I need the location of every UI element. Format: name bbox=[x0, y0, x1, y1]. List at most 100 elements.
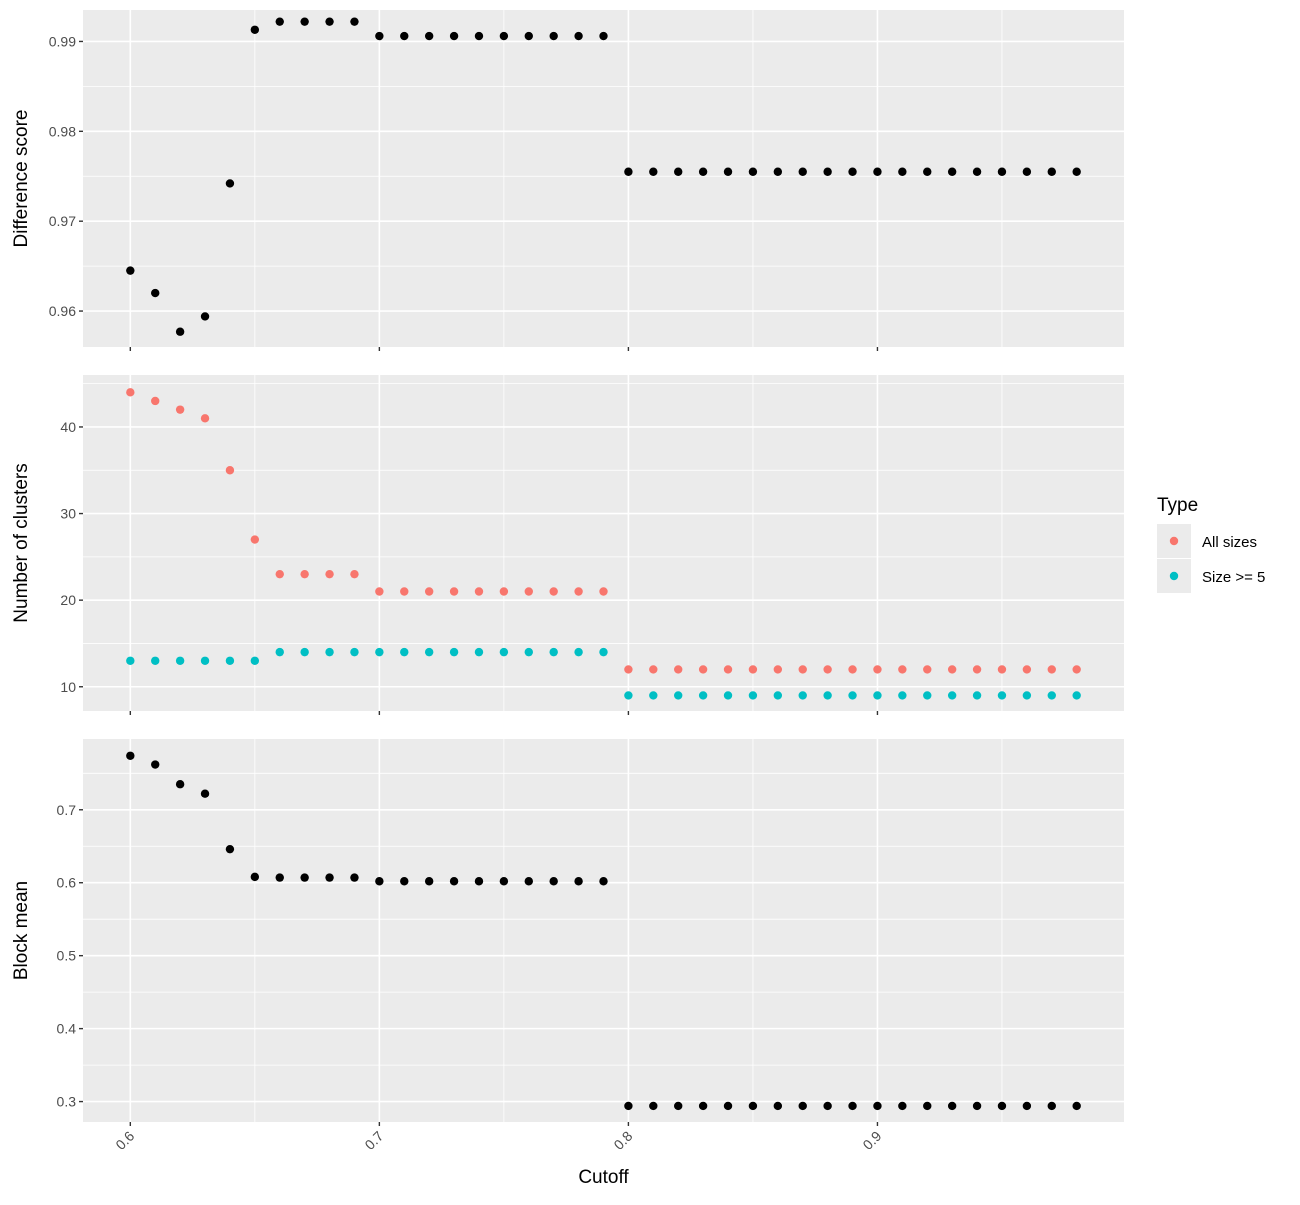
point-size-5 bbox=[599, 647, 608, 657]
y-tick-label: 0.96 bbox=[49, 303, 76, 319]
point-all-sizes bbox=[649, 665, 658, 674]
point-size-5 bbox=[424, 647, 434, 657]
point-all-sizes bbox=[574, 587, 583, 596]
point-size-5 bbox=[151, 656, 160, 665]
data-point bbox=[997, 1101, 1007, 1111]
data-point bbox=[997, 167, 1007, 176]
point-all-sizes bbox=[325, 569, 334, 579]
point-size-5 bbox=[474, 647, 484, 657]
data-point bbox=[848, 1101, 857, 1111]
point-all-sizes bbox=[698, 665, 708, 674]
data-point bbox=[773, 1101, 783, 1111]
data-point bbox=[151, 288, 160, 298]
point-size-5 bbox=[375, 647, 384, 657]
y-tick-label: 30 bbox=[60, 506, 76, 522]
data-point bbox=[624, 1101, 633, 1111]
data-point bbox=[748, 167, 758, 176]
point-all-sizes bbox=[474, 587, 484, 596]
point-all-sizes bbox=[350, 569, 359, 579]
point-size-5 bbox=[972, 691, 982, 700]
data-point bbox=[1072, 1101, 1081, 1111]
point-size-5 bbox=[997, 691, 1007, 700]
data-point bbox=[1022, 167, 1032, 176]
data-point bbox=[947, 1101, 957, 1111]
y-axis-title: Number of clusters bbox=[11, 463, 32, 622]
data-point bbox=[1022, 1101, 1032, 1111]
data-point bbox=[599, 31, 608, 41]
data-point bbox=[1047, 1101, 1056, 1111]
point-size-5 bbox=[449, 647, 459, 657]
data-point bbox=[175, 780, 185, 789]
y-tick-label: 0.97 bbox=[49, 213, 76, 229]
point-size-5 bbox=[275, 647, 284, 657]
legend-title: Type bbox=[1157, 495, 1198, 516]
data-point bbox=[200, 789, 210, 798]
point-size-5 bbox=[674, 691, 683, 700]
point-size-5 bbox=[549, 647, 558, 657]
data-point bbox=[400, 31, 409, 41]
y-tick-label: 0.4 bbox=[57, 1021, 77, 1037]
legend-label: All sizes bbox=[1202, 534, 1257, 551]
point-size-5 bbox=[649, 691, 658, 700]
point-all-sizes bbox=[1047, 665, 1056, 674]
data-point bbox=[723, 167, 733, 176]
data-point bbox=[250, 25, 260, 34]
data-point bbox=[524, 31, 533, 41]
legend: Type All sizes Size >= 5 bbox=[1157, 495, 1265, 593]
legend-marker bbox=[1169, 536, 1179, 546]
data-point bbox=[923, 1101, 932, 1111]
data-point bbox=[898, 1101, 907, 1111]
point-all-sizes bbox=[748, 665, 758, 674]
point-size-5 bbox=[773, 691, 783, 700]
data-point bbox=[947, 167, 957, 176]
point-size-5 bbox=[848, 691, 857, 700]
data-point bbox=[350, 17, 359, 26]
point-all-sizes bbox=[549, 587, 558, 596]
panel-background bbox=[83, 739, 1124, 1122]
data-point bbox=[674, 1101, 683, 1111]
panel-1: 0.96 0.97 0.98 0.99 Difference score bbox=[11, 10, 1124, 351]
point-size-5 bbox=[723, 691, 733, 700]
point-all-sizes bbox=[175, 405, 185, 414]
data-point bbox=[649, 167, 658, 176]
data-point bbox=[375, 31, 384, 41]
y-axis-title: Difference score bbox=[11, 110, 32, 248]
y-tick-label: 0.5 bbox=[57, 948, 77, 964]
y-tick-label: 40 bbox=[60, 419, 76, 435]
data-point bbox=[474, 31, 484, 41]
data-point bbox=[449, 31, 459, 41]
data-point bbox=[1047, 167, 1056, 176]
data-point bbox=[649, 1101, 658, 1111]
data-point bbox=[549, 31, 558, 41]
panel-background bbox=[83, 10, 1124, 347]
point-all-sizes bbox=[599, 587, 608, 596]
data-point bbox=[499, 31, 509, 41]
point-size-5 bbox=[798, 691, 807, 700]
point-size-5 bbox=[524, 647, 533, 657]
x-tick-label: 0.8 bbox=[610, 1128, 635, 1153]
data-point bbox=[175, 327, 185, 336]
point-size-5 bbox=[1047, 691, 1056, 700]
data-point bbox=[474, 877, 484, 886]
point-size-5 bbox=[898, 691, 907, 700]
point-all-sizes bbox=[300, 569, 309, 579]
point-all-sizes bbox=[898, 665, 907, 674]
point-size-5 bbox=[823, 691, 832, 700]
point-all-sizes bbox=[225, 466, 235, 475]
point-all-sizes bbox=[823, 665, 832, 674]
data-point bbox=[549, 877, 558, 886]
point-size-5 bbox=[1072, 691, 1081, 700]
data-point bbox=[798, 1101, 807, 1111]
point-size-5 bbox=[1022, 691, 1032, 700]
data-point bbox=[524, 877, 533, 886]
data-point bbox=[574, 877, 583, 886]
x-axis-title: Cutoff bbox=[578, 1167, 629, 1188]
data-point bbox=[225, 844, 235, 854]
point-size-5 bbox=[175, 656, 185, 665]
x-tick-label: 0.6 bbox=[112, 1128, 137, 1153]
data-point bbox=[823, 167, 832, 176]
data-point bbox=[300, 873, 309, 882]
point-size-5 bbox=[325, 647, 334, 657]
